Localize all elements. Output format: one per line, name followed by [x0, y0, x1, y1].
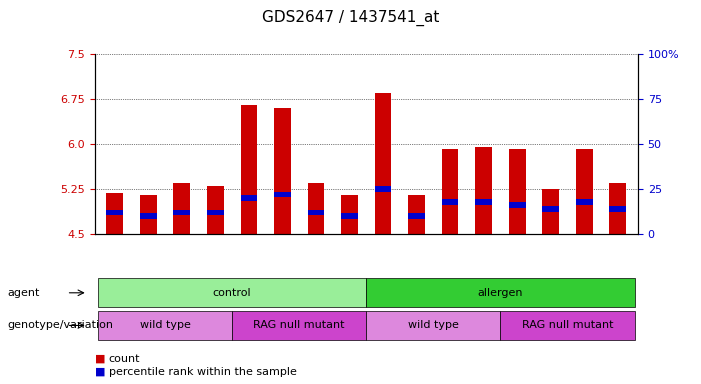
Text: wild type: wild type	[139, 320, 191, 331]
Bar	[609, 206, 626, 212]
Bar	[240, 105, 257, 234]
Bar	[442, 199, 458, 205]
Bar	[308, 183, 325, 234]
Text: control: control	[213, 288, 252, 298]
Text: count: count	[109, 354, 140, 364]
Bar	[408, 195, 425, 234]
Bar	[207, 186, 224, 234]
Text: percentile rank within the sample: percentile rank within the sample	[109, 367, 297, 377]
Text: ■: ■	[95, 354, 105, 364]
Bar	[207, 210, 224, 215]
Bar	[509, 202, 526, 208]
Bar	[107, 193, 123, 234]
Bar	[140, 195, 157, 234]
Bar	[543, 206, 559, 212]
Text: GDS2647 / 1437541_at: GDS2647 / 1437541_at	[261, 10, 440, 26]
Bar	[107, 210, 123, 215]
Bar	[475, 199, 492, 205]
Bar	[274, 108, 291, 234]
Bar	[475, 147, 492, 234]
Text: RAG null mutant: RAG null mutant	[254, 320, 345, 331]
Bar	[374, 186, 391, 192]
Text: RAG null mutant: RAG null mutant	[522, 320, 613, 331]
Bar	[173, 210, 190, 215]
Bar	[274, 192, 291, 197]
Bar	[308, 210, 325, 215]
Text: allergen: allergen	[477, 288, 523, 298]
Bar	[140, 213, 157, 219]
Text: wild type: wild type	[408, 320, 458, 331]
Bar	[240, 195, 257, 201]
Text: genotype/variation: genotype/variation	[7, 320, 113, 331]
Bar	[442, 149, 458, 234]
Text: ■: ■	[95, 367, 105, 377]
Bar	[509, 149, 526, 234]
Bar	[609, 183, 626, 234]
Bar	[341, 195, 358, 234]
Bar	[374, 93, 391, 234]
Bar	[408, 213, 425, 219]
Text: agent: agent	[7, 288, 39, 298]
Bar	[543, 189, 559, 234]
Bar	[341, 213, 358, 219]
Bar	[173, 183, 190, 234]
Bar	[576, 149, 592, 234]
Bar	[576, 199, 592, 205]
